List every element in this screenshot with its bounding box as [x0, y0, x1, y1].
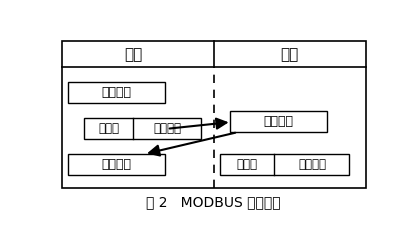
Bar	[62, 41, 366, 188]
Text: 接收响应: 接收响应	[102, 158, 132, 171]
Text: 主站: 主站	[124, 47, 142, 62]
Text: 数据请求: 数据请求	[153, 122, 181, 135]
Text: 发起查询: 发起查询	[102, 86, 132, 99]
Text: 图 2   MODBUS 工作原理: 图 2 MODBUS 工作原理	[146, 196, 281, 210]
Bar	[230, 111, 327, 132]
Text: 激活响应: 激活响应	[264, 115, 293, 128]
Bar	[84, 118, 201, 139]
Text: 从站: 从站	[281, 47, 299, 62]
Text: 数据响应: 数据响应	[298, 158, 326, 171]
Bar	[220, 154, 349, 175]
Bar	[68, 82, 165, 103]
Bar	[68, 154, 165, 175]
Text: 功能码: 功能码	[237, 158, 258, 171]
Text: 功能码: 功能码	[98, 122, 119, 135]
